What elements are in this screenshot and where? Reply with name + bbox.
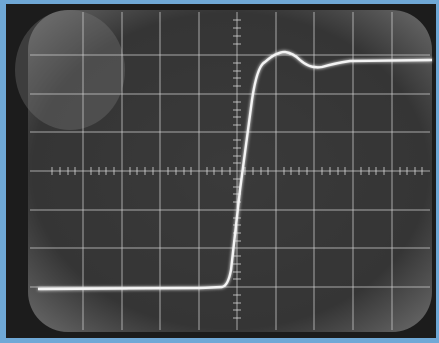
screen-glare [15, 10, 125, 130]
graticule-subdivisions [51, 19, 423, 319]
waveform-trace [37, 50, 433, 291]
graticule [30, 12, 430, 330]
